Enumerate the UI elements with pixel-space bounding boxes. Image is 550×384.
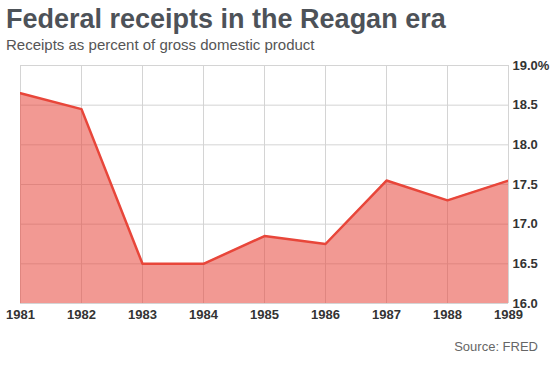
html-text:Source: FRED: Source: FRED: [454, 339, 538, 354]
svg-text:1987: 1987: [372, 307, 401, 322]
svg-text:1986: 1986: [311, 307, 340, 322]
svg-text:1983: 1983: [128, 307, 157, 322]
svg-text:1988: 1988: [433, 307, 462, 322]
svg-text:17.5: 17.5: [513, 177, 538, 192]
svg-text:19.0%: 19.0%: [513, 58, 550, 73]
svg-text:16.0: 16.0: [513, 296, 538, 311]
html-text:Receipts as percent of gross d: Receipts as percent of gross domestic pr…: [6, 36, 315, 53]
svg-text:1984: 1984: [189, 307, 219, 322]
svg-text:16.5: 16.5: [513, 256, 538, 271]
svg-text:17.0: 17.0: [513, 216, 538, 231]
html-text:Federal receipts in the Reagan: Federal receipts in the Reagan era: [6, 4, 446, 34]
svg-text:1989: 1989: [494, 306, 523, 322]
svg-text:1985: 1985: [250, 307, 279, 322]
svg-text:1982: 1982: [67, 307, 96, 322]
svg-text:18.5: 18.5: [513, 97, 538, 112]
svg-text:18.0: 18.0: [513, 137, 538, 152]
svg-text:1981: 1981: [6, 307, 35, 322]
